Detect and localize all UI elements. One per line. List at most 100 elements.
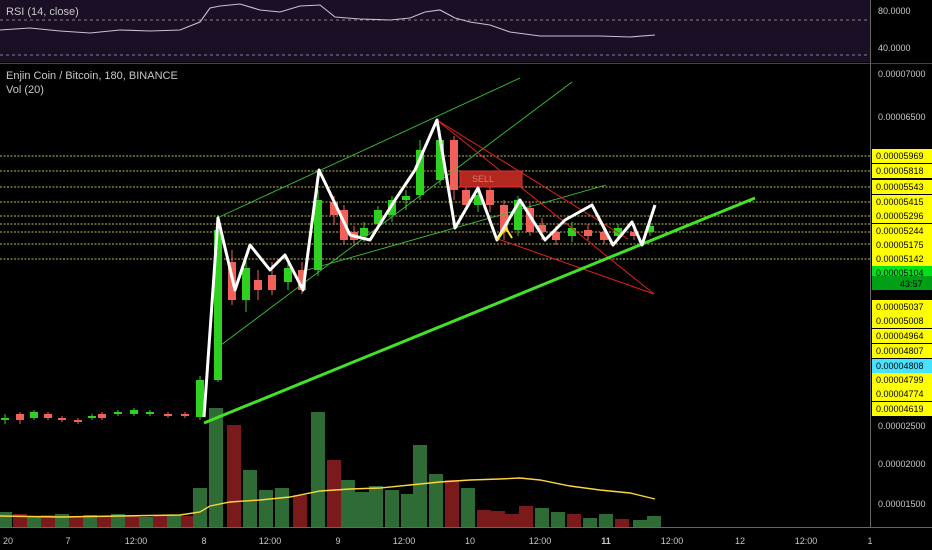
volume-bar	[0, 512, 12, 527]
volume-bar	[369, 486, 383, 527]
volume-bar	[615, 519, 629, 527]
price-tag-bg	[872, 402, 932, 416]
candle-body	[526, 208, 534, 232]
y-tick-7000: 0.00007000	[878, 69, 926, 79]
candle-body	[130, 410, 138, 414]
candle-body	[16, 414, 24, 420]
price-tag: 0.00004964	[876, 331, 924, 341]
candle-body	[538, 225, 546, 232]
candle-body	[314, 200, 322, 270]
x-tick: 10	[465, 536, 475, 546]
candle-countdown: 43:57	[900, 279, 923, 289]
candle-body	[98, 414, 106, 418]
price-tag: 0.00005175	[876, 240, 924, 250]
x-tick: 11	[601, 536, 611, 546]
volume-bar	[111, 514, 125, 527]
volume-bar	[583, 518, 597, 527]
main-panel	[0, 65, 870, 527]
y-tick-2500: 0.00002500	[878, 421, 926, 431]
volume-bar	[385, 490, 399, 527]
x-tick: 12:00	[393, 536, 416, 546]
sell-signal-box	[459, 170, 523, 188]
candle-body	[114, 412, 122, 414]
sell-signal-text: SELL	[472, 174, 494, 184]
volume-bar	[193, 488, 207, 527]
volume-bar	[413, 445, 427, 527]
price-tag: 0.00005543	[876, 182, 924, 192]
y-tick-6500: 0.00006500	[878, 112, 926, 122]
price-tag-bg	[872, 329, 932, 343]
volume-bar	[97, 516, 111, 527]
candle-body	[614, 228, 622, 236]
candle-body	[146, 412, 154, 414]
time-axis[interactable]: 20 7 12:00 8 12:00 9 12:00 10 12:00 11 12:00 12 12:0…	[3, 536, 873, 546]
volume-bar	[477, 510, 491, 527]
candle-body	[486, 190, 494, 205]
volume-bar	[327, 460, 341, 527]
volume-bar	[535, 508, 549, 527]
candle-body	[360, 228, 368, 236]
volume-indicator-label[interactable]: Vol (20)	[6, 84, 44, 96]
countdown-bg	[872, 276, 932, 290]
rsi-panel	[0, 0, 870, 62]
volume-bar	[341, 480, 355, 527]
volume-bar	[243, 470, 257, 527]
candle-body	[242, 268, 250, 300]
candle-body	[44, 414, 52, 418]
candle-body	[600, 232, 608, 240]
price-tag: 0.00005818	[876, 166, 924, 176]
price-tag: 0.00005008	[876, 316, 924, 326]
volume-bar	[445, 480, 459, 527]
candle-body	[30, 412, 38, 418]
volume-bar	[519, 506, 533, 527]
price-tag-bg	[872, 252, 932, 266]
rsi-indicator-label[interactable]: RSI (14, close)	[6, 6, 79, 18]
candlesticks	[1, 130, 654, 424]
candle-body	[462, 190, 470, 205]
price-tag-bg	[872, 238, 932, 252]
volume-bar	[551, 512, 565, 527]
candle-body	[330, 202, 338, 215]
price-tag-bg	[872, 164, 932, 178]
candle-body	[374, 210, 382, 224]
x-tick: 12:00	[661, 536, 684, 546]
elliott-wave-pattern	[202, 118, 657, 418]
volume-bar	[55, 514, 69, 527]
volume-ma-line	[0, 477, 656, 518]
x-tick: 12:00	[259, 536, 282, 546]
volume-bar	[647, 516, 661, 527]
candle-body	[196, 380, 204, 417]
volume-bar	[13, 514, 27, 527]
rising-channel	[216, 77, 607, 349]
x-tick: 9	[335, 536, 340, 546]
candle-body	[630, 232, 638, 236]
price-tag: 0.00005296	[876, 211, 924, 221]
volume-bar	[311, 412, 325, 527]
candle-body	[1, 418, 9, 420]
candle-body	[58, 418, 66, 420]
volume-bar	[69, 516, 83, 527]
rsi-line	[0, 3, 656, 38]
candle-body	[214, 230, 222, 380]
volume-bar	[167, 515, 181, 527]
candle-body	[646, 226, 654, 232]
volume-bar	[491, 511, 505, 527]
x-tick: 20	[3, 536, 13, 546]
x-tick: 7	[65, 536, 70, 546]
volume-bar	[83, 515, 97, 527]
candle-body	[450, 140, 458, 190]
candle-body	[552, 232, 560, 240]
volume-bar	[209, 408, 223, 527]
ascending-trendline	[203, 196, 756, 425]
candle-body	[88, 416, 96, 418]
volume-bar	[355, 492, 369, 527]
volume-bar	[153, 516, 167, 527]
price-tag-bg	[872, 180, 932, 194]
candle-body	[474, 195, 482, 205]
price-tag-bg	[872, 209, 932, 223]
price-tag-bg	[872, 387, 932, 401]
volume-bar	[181, 516, 195, 527]
price-tag: 0.00005244	[876, 226, 924, 236]
price-axis-tags[interactable]: 0.00005969 0.00005818 0.00005543 0.00005415…	[872, 149, 932, 416]
